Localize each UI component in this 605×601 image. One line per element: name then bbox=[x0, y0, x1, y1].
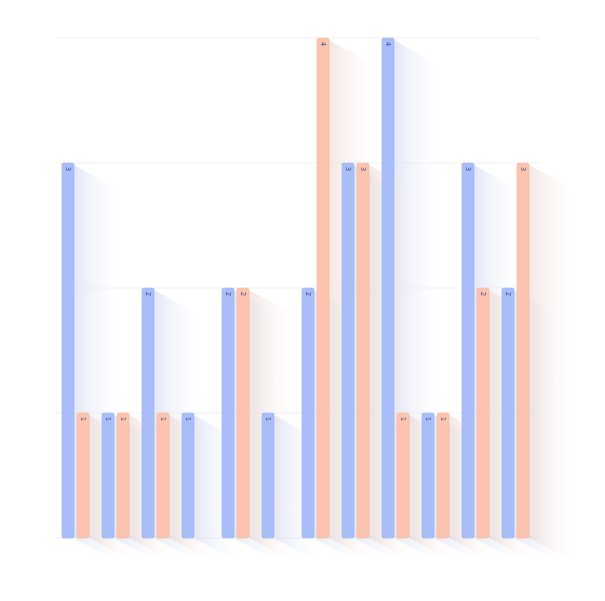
data-label: 2 bbox=[304, 292, 312, 296]
data-label: 1 bbox=[439, 417, 447, 421]
bar bbox=[316, 37, 330, 539]
data-label: 3 bbox=[64, 167, 72, 171]
bar bbox=[436, 412, 450, 539]
data-label: 1 bbox=[399, 417, 407, 421]
bar bbox=[76, 412, 90, 539]
bar bbox=[61, 162, 75, 539]
data-label: 1 bbox=[79, 417, 87, 421]
bar bbox=[236, 287, 250, 539]
bar bbox=[181, 412, 195, 539]
bar bbox=[501, 287, 515, 539]
bar bbox=[476, 287, 490, 539]
bars bbox=[61, 37, 530, 539]
data-label: 3 bbox=[464, 167, 472, 171]
bar bbox=[301, 287, 315, 539]
data-label: 3 bbox=[359, 167, 367, 171]
bar bbox=[221, 287, 235, 539]
bar bbox=[421, 412, 435, 539]
data-label: 4 bbox=[384, 42, 392, 47]
data-label: 1 bbox=[119, 417, 127, 421]
bar bbox=[356, 162, 370, 539]
bar bbox=[341, 162, 355, 539]
data-label: 2 bbox=[504, 292, 512, 296]
bar bbox=[156, 412, 170, 539]
data-label: 3 bbox=[519, 167, 527, 171]
data-label: 4 bbox=[319, 42, 327, 47]
bar bbox=[516, 162, 530, 539]
data-label: 1 bbox=[424, 417, 432, 421]
bar bbox=[381, 37, 395, 539]
bar bbox=[461, 162, 475, 539]
data-label: 1 bbox=[184, 417, 192, 421]
data-label: 2 bbox=[479, 292, 487, 296]
data-labels: 3 1 2 1 2 1 2 3 4 1 3 2 1 1 1 2 4 3 1 1 2 3 bbox=[64, 42, 527, 421]
bar bbox=[396, 412, 410, 539]
data-label: 3 bbox=[344, 167, 352, 171]
data-label: 2 bbox=[224, 292, 232, 296]
bar bbox=[141, 287, 155, 539]
bar bbox=[261, 412, 275, 539]
data-label: 2 bbox=[144, 292, 152, 296]
bar bbox=[116, 412, 130, 539]
data-label: 1 bbox=[159, 417, 167, 421]
bar-shadow bbox=[529, 165, 573, 563]
data-label: 1 bbox=[264, 417, 272, 421]
data-label: 1 bbox=[104, 417, 112, 421]
data-label: 2 bbox=[239, 292, 247, 296]
bar bbox=[101, 412, 115, 539]
